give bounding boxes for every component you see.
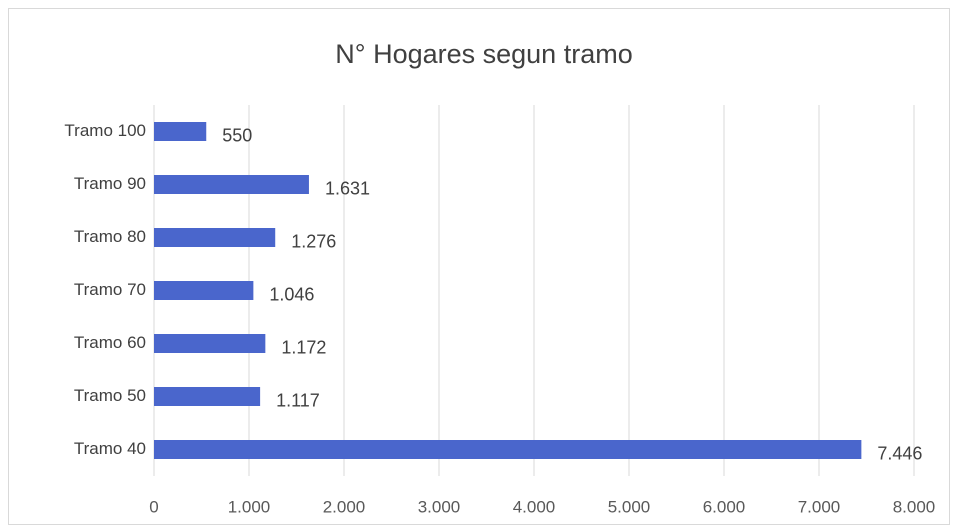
x-tick-label: 5.000 [608, 497, 651, 516]
data-label: 1.046 [269, 284, 314, 304]
x-tick-label: 1.000 [228, 497, 271, 516]
x-tick-label: 0 [149, 497, 158, 516]
bar [154, 175, 309, 194]
x-tick-label: 4.000 [513, 497, 556, 516]
chart-border [8, 8, 950, 525]
data-label: 1.631 [325, 178, 370, 198]
y-tick-label: Tramo 90 [74, 174, 146, 193]
y-tick-label: Tramo 50 [74, 386, 146, 405]
x-tick-label: 3.000 [418, 497, 461, 516]
data-label: 1.117 [276, 390, 320, 410]
x-tick-label: 6.000 [703, 497, 746, 516]
y-tick-label: Tramo 70 [74, 280, 146, 299]
y-tick-label: Tramo 80 [74, 227, 146, 246]
data-label: 550 [222, 125, 252, 145]
data-label: 1.172 [281, 337, 326, 357]
bar [154, 228, 276, 247]
bar [154, 122, 207, 141]
x-tick-label: 2.000 [323, 497, 366, 516]
data-label: 7.446 [877, 443, 922, 463]
bar [154, 387, 261, 406]
x-tick-label: 7.000 [798, 497, 841, 516]
data-label: 1.276 [291, 231, 336, 251]
y-tick-label: Tramo 100 [64, 121, 146, 140]
bar [154, 334, 266, 353]
y-tick-label: Tramo 40 [74, 439, 146, 458]
bar [154, 440, 862, 459]
x-tick-label: 8.000 [893, 497, 936, 516]
y-tick-label: Tramo 60 [74, 333, 146, 352]
bar [154, 281, 254, 300]
chart-title: N° Hogares segun tramo [335, 39, 632, 69]
